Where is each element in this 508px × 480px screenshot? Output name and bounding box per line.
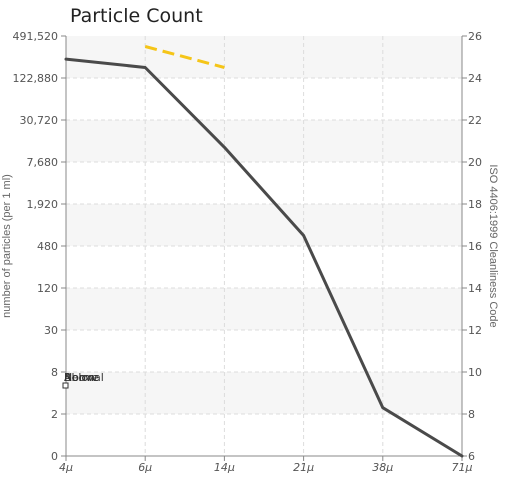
- left-tick-label-6: 1,920: [27, 198, 59, 211]
- legend-label-below: Below: [64, 371, 97, 384]
- x-tick-label-0: 4μ: [59, 461, 73, 474]
- legend-label-above: Above: [64, 371, 99, 384]
- chart-title: Particle Count: [70, 5, 203, 27]
- right-tick-label-1: 8: [468, 408, 475, 421]
- band-9: [66, 36, 462, 78]
- right-tick-label-5: 16: [468, 240, 482, 253]
- right-tick-label-9: 24: [468, 72, 482, 85]
- band-7: [66, 120, 462, 162]
- left-tick-label-9: 122,880: [13, 72, 59, 85]
- left-tick-label-10: 491,520: [13, 30, 59, 43]
- series-line-sample: [64, 57, 464, 458]
- right-tick-labels: 6 8 10 12 14 16 18 20 22 24 26: [462, 30, 482, 463]
- band-5: [66, 204, 462, 246]
- x-tick-label-5: 71μ: [452, 461, 473, 474]
- x-tick-label-2: 14μ: [214, 461, 235, 474]
- right-tick-label-6: 18: [468, 198, 482, 211]
- right-tick-label-8: 22: [468, 114, 482, 127]
- legend-label-normal: Normal: [64, 371, 104, 384]
- left-tick-label-0: 0: [51, 450, 58, 463]
- band-3: [66, 288, 462, 330]
- x-tick-label-4: 38μ: [372, 461, 393, 474]
- left-tick-label-2: 8: [51, 366, 58, 379]
- left-tick-label-8: 30,720: [20, 114, 59, 127]
- y-axis-label: number of particles (per 1 ml): [1, 174, 13, 318]
- right-tick-label-4: 14: [468, 282, 482, 295]
- legend-marker: [62, 382, 69, 389]
- x-tick-label-1: 6μ: [138, 461, 152, 474]
- band-1: [66, 372, 462, 414]
- series-group: [64, 45, 464, 458]
- plot-grid: [66, 36, 462, 456]
- left-tick-labels: 0 2 8 30 120 480 1,920 7,680 30,720 122,880 491,52…: [13, 30, 66, 463]
- plot-bands: [66, 36, 462, 414]
- left-tick-label-4: 120: [37, 282, 58, 295]
- right-tick-label-7: 20: [468, 156, 482, 169]
- y2-axis-label: ISO 4406:1999 Cleanliness Code: [487, 164, 499, 327]
- right-tick-label-0: 6: [468, 450, 475, 463]
- right-tick-label-2: 10: [468, 366, 482, 379]
- right-tick-label-3: 12: [468, 324, 482, 337]
- left-tick-label-7: 7,680: [27, 156, 59, 169]
- x-tick-labels: 4μ 6μ 14μ 21μ 38μ 71μ: [59, 456, 473, 474]
- left-tick-label-5: 480: [37, 240, 58, 253]
- left-tick-label-3: 30: [44, 324, 58, 337]
- x-tick-label-3: 21μ: [293, 461, 314, 474]
- left-tick-label-1: 2: [51, 408, 58, 421]
- series-line-limit: [144, 45, 225, 69]
- right-tick-label-10: 26: [468, 30, 482, 43]
- legend: Above Below Normal: [62, 371, 104, 389]
